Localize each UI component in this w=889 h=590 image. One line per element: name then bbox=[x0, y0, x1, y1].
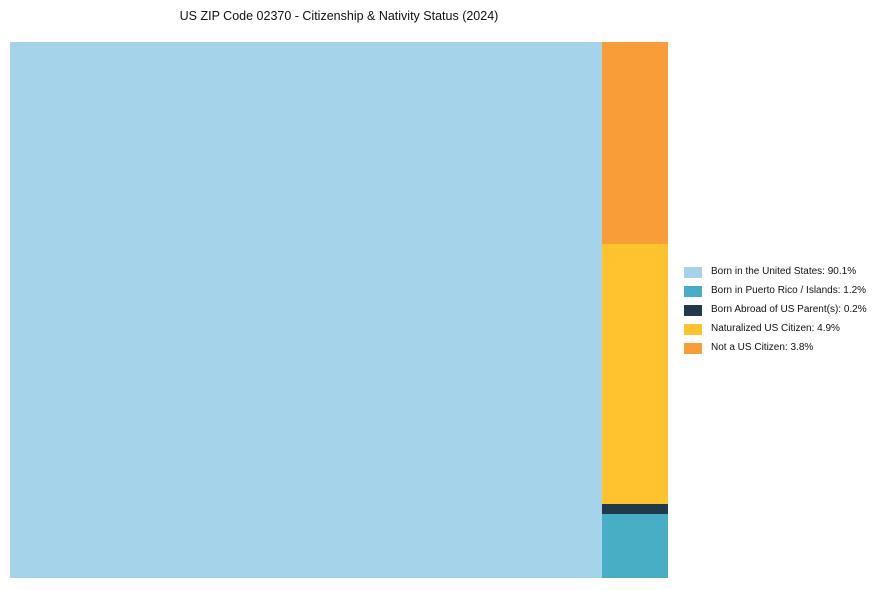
legend-item: Born in Puerto Rico / Islands: 1.2% bbox=[684, 285, 867, 297]
legend-item: Not a US Citizen: 3.8% bbox=[684, 342, 867, 354]
legend-swatch bbox=[684, 285, 702, 297]
treemap-rect-born-in-united-states bbox=[10, 42, 602, 578]
legend-swatch bbox=[684, 266, 702, 278]
chart-title: US ZIP Code 02370 - Citizenship & Nativi… bbox=[179, 9, 499, 23]
legend-swatch bbox=[684, 342, 702, 354]
treemap-rect-born-abroad-of-us-parents bbox=[601, 503, 668, 515]
legend-label: Born in the United States: 90.1% bbox=[711, 266, 857, 277]
treemap-right-column bbox=[601, 42, 668, 578]
legend-label: Naturalized US Citizen: 4.9% bbox=[711, 323, 840, 334]
treemap-rect-naturalized-us-citizen bbox=[601, 243, 668, 504]
legend-label: Born Abroad of US Parent(s): 0.2% bbox=[711, 304, 867, 315]
legend-item: Born Abroad of US Parent(s): 0.2% bbox=[684, 304, 867, 316]
legend-label: Born in Puerto Rico / Islands: 1.2% bbox=[711, 285, 867, 296]
legend-item: Naturalized US Citizen: 4.9% bbox=[684, 323, 867, 335]
legend-swatch bbox=[684, 304, 702, 316]
legend-item: Born in the United States: 90.1% bbox=[684, 266, 867, 278]
legend-label: Not a US Citizen: 3.8% bbox=[711, 342, 814, 353]
treemap-rect-born-in-puerto-rico-islands bbox=[601, 514, 668, 578]
treemap-rect-not-a-us-citizen bbox=[601, 42, 668, 244]
legend: Born in the United States: 90.1% Born in… bbox=[684, 266, 867, 361]
legend-swatch bbox=[684, 323, 702, 335]
treemap-plot-area bbox=[10, 42, 668, 578]
